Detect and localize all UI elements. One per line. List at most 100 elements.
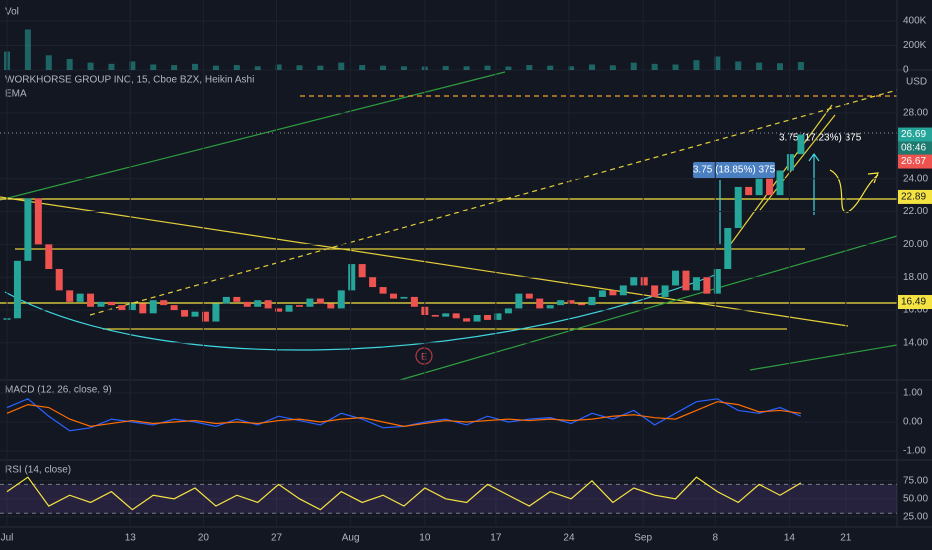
y-tick-label: 18.00 — [903, 272, 928, 283]
candle — [55, 269, 63, 291]
y-tick-label: 50.00 — [903, 493, 928, 504]
candle — [107, 301, 115, 306]
indicator-label: EMA — [5, 89, 27, 100]
candle — [390, 293, 398, 299]
candle — [410, 296, 418, 307]
x-tick-label: Aug — [342, 533, 360, 544]
y-tick-label: 0.00 — [903, 417, 923, 428]
volume-bar — [505, 66, 512, 70]
candle — [45, 244, 53, 270]
volume-bar — [797, 62, 804, 70]
countdown: 08:46 — [901, 143, 926, 154]
y-tick-label: -1.00 — [903, 446, 926, 457]
volume-bar — [45, 55, 52, 70]
candle — [755, 178, 763, 196]
candle — [191, 311, 199, 317]
volume-bar — [693, 60, 700, 70]
annotation: E — [421, 351, 427, 361]
trendline — [749, 344, 898, 371]
candle — [327, 303, 335, 309]
candle — [233, 296, 241, 302]
x-tick-label: 20 — [198, 533, 210, 544]
price-tag — [898, 189, 932, 204]
macd-title: MACD (12, 26, close, 9) — [5, 385, 112, 396]
volume-bar — [359, 65, 366, 70]
candle — [254, 300, 262, 307]
candle — [76, 293, 84, 302]
y-tick-label: 28.00 — [903, 108, 928, 119]
volume-bar — [233, 65, 240, 70]
volume-bar — [568, 66, 575, 70]
volume-bar — [630, 62, 637, 70]
volume-bar — [442, 66, 449, 70]
candle — [473, 314, 481, 322]
candle — [222, 296, 230, 304]
x-tick-label: 21 — [840, 533, 852, 544]
candle — [201, 311, 209, 322]
candle — [598, 290, 606, 297]
candle — [745, 186, 753, 196]
annotation: 3.75 (18.85%) 375 — [693, 165, 776, 176]
candle — [24, 198, 32, 261]
candle — [588, 296, 596, 306]
price-tag-label: 26.67 — [901, 156, 926, 167]
candle — [692, 277, 700, 291]
y-tick-label: 1.00 — [903, 388, 923, 399]
series-line — [6, 401, 801, 427]
candle — [504, 308, 512, 314]
candle — [609, 290, 617, 296]
volume-bar — [338, 62, 345, 70]
currency: USD — [906, 77, 927, 88]
candle — [578, 303, 586, 306]
price-tag-label: 26.69 — [901, 129, 926, 140]
volume-bar — [400, 66, 407, 70]
volume-bar — [526, 65, 533, 70]
candle — [264, 300, 272, 309]
y-tick-label: 200K — [903, 40, 927, 51]
volume-bar — [296, 65, 303, 70]
chart-title: WORKHORSE GROUP INC, 15, Cboe BZX, Heiki… — [5, 75, 254, 86]
candle — [118, 305, 126, 311]
volume-bar — [129, 61, 136, 70]
volume-bar — [735, 61, 742, 70]
volume-bar — [777, 63, 784, 70]
candle — [348, 264, 356, 291]
candle — [13, 260, 21, 319]
candle — [651, 285, 659, 297]
volume-bar — [150, 64, 157, 70]
trendline — [0, 196, 849, 327]
candle — [797, 134, 805, 155]
volume-bar — [756, 62, 763, 70]
candle — [87, 293, 95, 307]
candle — [139, 303, 147, 314]
candle — [703, 277, 711, 294]
x-tick-label: 17 — [490, 533, 502, 544]
candle — [786, 154, 794, 171]
candle — [285, 305, 293, 312]
candle — [243, 301, 251, 307]
candle — [160, 300, 168, 306]
vol-title: Vol — [5, 7, 19, 18]
price-tag — [898, 154, 932, 169]
candle — [682, 270, 690, 291]
y-tick-label: 0 — [903, 65, 909, 76]
y-tick-label: 24.00 — [903, 173, 928, 184]
candle — [316, 298, 324, 304]
arrow-head — [808, 152, 820, 162]
price-tag-label: 16.49 — [901, 297, 926, 308]
candle — [713, 269, 721, 294]
candle — [149, 300, 157, 314]
candle — [525, 293, 533, 299]
volume-bar — [192, 63, 199, 70]
volume-bar — [66, 58, 73, 70]
candle — [640, 277, 648, 286]
candle — [724, 227, 732, 270]
candle — [97, 301, 105, 307]
x-tick-label: Sep — [634, 533, 652, 544]
volume-bar — [171, 65, 178, 70]
candle — [463, 318, 471, 322]
y-tick-label: 25.00 — [903, 512, 928, 523]
candle — [400, 296, 408, 299]
candle — [672, 270, 680, 286]
